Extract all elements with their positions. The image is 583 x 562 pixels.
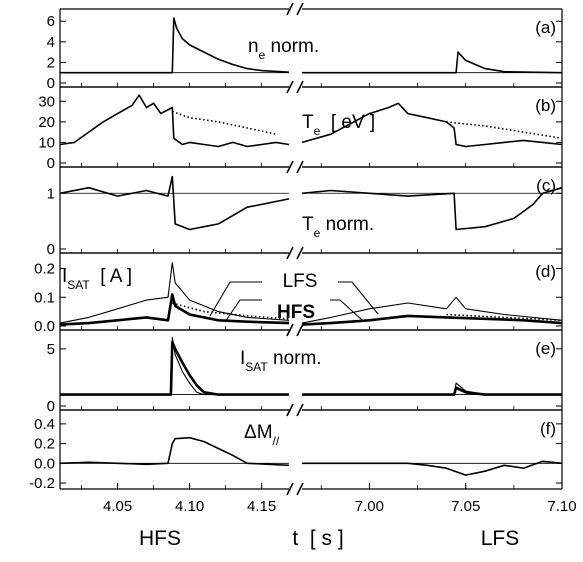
panel-d-ytick-label: 0.0: [34, 318, 55, 335]
panel-a-annotation-main: n: [248, 36, 259, 57]
panel-d-annotation-subscript: SAT: [67, 278, 90, 292]
xtick-label-right: 7.10: [547, 498, 576, 515]
panel-e-annotation-subscript: SAT: [245, 360, 268, 374]
panel-c-ytick-label: 0: [47, 241, 55, 258]
series-isat-norm-hfs-right: [302, 388, 562, 395]
series-isat-norm-lfs-right: [302, 383, 562, 395]
panel-f-annotation: ΔM//: [244, 422, 280, 448]
panel-e-label: (e): [535, 339, 556, 358]
panel-f-annotation-main: ΔM: [244, 422, 273, 443]
xtick-label-right: 7.05: [451, 498, 480, 515]
panel-d-ytick-label: 0.2: [34, 261, 55, 278]
panel-c-ytick-label: 1: [47, 185, 55, 202]
series-isat-trend-left: [172, 303, 289, 319]
footer-hfs-label: HFS: [139, 527, 181, 550]
series-ne-right: [302, 52, 562, 73]
xtick-label-left: 4.15: [247, 498, 276, 515]
series-Te-norm-left: [60, 177, 289, 230]
panel-a-ytick-label: 2: [47, 54, 55, 71]
panel-a-annotation-rest: norm.: [265, 36, 319, 57]
panel-e-ytick-label: 5: [47, 341, 55, 358]
footer-lfs-label: LFS: [481, 527, 520, 550]
series-Te-measured-left: [60, 95, 289, 146]
panel-d-lfs-leader-right: [338, 282, 378, 314]
xtick-label-left: 4.05: [103, 498, 132, 515]
panel-b-annotation: Te [ eV ]: [302, 112, 375, 138]
panel-a-ytick-label: 6: [47, 13, 55, 30]
panel-e-annotation: ISAT norm.: [240, 348, 322, 374]
xtick-label-right: 7.00: [355, 498, 384, 515]
panel-d-annotation-rest: [ A ]: [90, 266, 132, 287]
footer-time-label: t [ s ]: [292, 527, 343, 550]
panel-b-ytick-label: 0: [47, 155, 55, 172]
panel-e-ytick-label: 0: [47, 398, 55, 415]
panel-d-ytick-label: 0.1: [34, 289, 55, 306]
panel-d-annotation: ISAT [ A ]: [62, 266, 132, 292]
panel-b-annotation-rest: [ eV ]: [320, 112, 375, 133]
panel-c-annotation-main: T: [302, 214, 314, 235]
panel-b-label: (b): [535, 96, 556, 115]
xtick-label-left: 4.10: [175, 498, 204, 515]
panel-c-annotation: Te norm.: [302, 214, 374, 240]
panel-f-ytick-label: 0.2: [34, 436, 55, 453]
series-Te-trend-right: [446, 122, 562, 138]
series-isat-hfs-right: [302, 316, 562, 325]
panel-f-ytick-label: -0.2: [29, 475, 55, 492]
panel-d-hfs-label: HFS: [277, 302, 315, 323]
panel-a-annotation: ne norm.: [248, 36, 319, 62]
panel-d-label: (d): [535, 262, 556, 281]
panel-a-label: (a): [535, 18, 556, 37]
panel-b-annotation-main: T: [302, 112, 314, 133]
panel-b-ytick-label: 20: [38, 114, 55, 131]
series-isat-hfs-left: [60, 294, 289, 324]
panel-e-annotation-rest: norm.: [268, 348, 322, 369]
panel-d-hfs-leader-left: [225, 300, 262, 322]
series-Te-trend-left: [172, 112, 276, 135]
panel-a-ytick-label: 4: [47, 34, 55, 51]
panel-b-ytick-label: 30: [38, 93, 55, 110]
panel-c-label: (c): [536, 176, 556, 195]
panel-f-label: (f): [540, 419, 556, 438]
panel-d-lfs-label: LFS: [283, 271, 318, 292]
panel-f-ytick-label: 0.0: [34, 455, 55, 472]
panel-c-annotation-rest: norm.: [320, 214, 374, 235]
panel-a-ytick-label: 0: [47, 75, 55, 92]
panel-f-annotation-subscript: //: [273, 434, 280, 448]
panel-f-ytick-label: 0.4: [34, 416, 55, 433]
panel-b-ytick-label: 10: [38, 134, 55, 151]
